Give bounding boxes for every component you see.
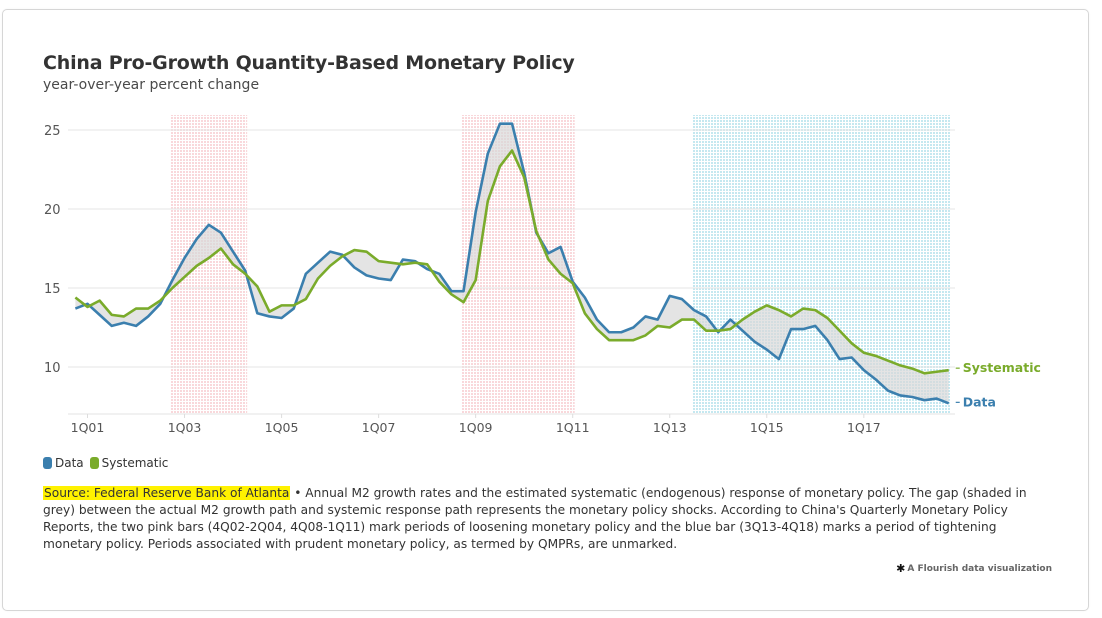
legend-item-data[interactable]: Data [43,456,84,470]
y-tick-label: 20 [44,203,61,218]
x-tick-label: 1Q03 [168,420,202,435]
y-tick-label: 25 [44,124,61,139]
legend-swatch-data [43,457,52,469]
x-tick-label: 1Q13 [653,420,687,435]
x-tick-label: 1Q07 [362,420,396,435]
x-tick-label: 1Q17 [847,420,881,435]
flourish-credit[interactable]: ✱ A Flourish data visualization [896,562,1052,575]
legend-label-data: Data [55,456,84,470]
x-axis: 1Q01 1Q03 1Q05 1Q07 1Q09 1Q11 1Q13 1Q15 1Q17 [68,413,955,435]
chart-title: China Pro-Growth Quantity-Based Monetary… [43,52,575,74]
legend: Data Systematic [43,456,168,470]
source-link[interactable]: Source: Federal Reserve Bank of Atlanta [43,486,291,500]
end-label-systematic: Systematic [963,360,1041,375]
legend-label-systematic: Systematic [101,456,169,470]
chart-subtitle: year-over-year percent change [43,77,260,93]
series-line-systematic [74,149,949,375]
credit-text: A Flourish data visualization [907,563,1052,574]
x-tick-label: 1Q05 [265,420,299,435]
y-tick-label: 15 [44,282,61,297]
y-axis: 10 15 20 25 [44,124,61,376]
series-line-data [74,122,950,405]
legend-swatch-systematic [89,457,99,469]
x-tick-label: 1Q15 [750,420,784,435]
flourish-star-icon: ✱ [896,562,906,575]
chart-notes: Source: Federal Reserve Bank of Atlanta … [43,485,1053,553]
band-tightening [692,115,951,414]
x-tick-label: 1Q11 [556,420,590,435]
end-labels: Systematic Data [955,360,1041,409]
end-label-data: Data [963,394,996,409]
legend-item-systematic[interactable]: Systematic [89,456,169,470]
x-tick-label: 1Q01 [71,420,105,435]
x-tick-label: 1Q09 [459,420,493,435]
notes-separator: • [290,486,306,500]
series-lines [74,122,950,405]
notes-text: Annual M2 growth rates and the estimated… [43,486,1027,551]
y-tick-label: 10 [44,361,61,376]
